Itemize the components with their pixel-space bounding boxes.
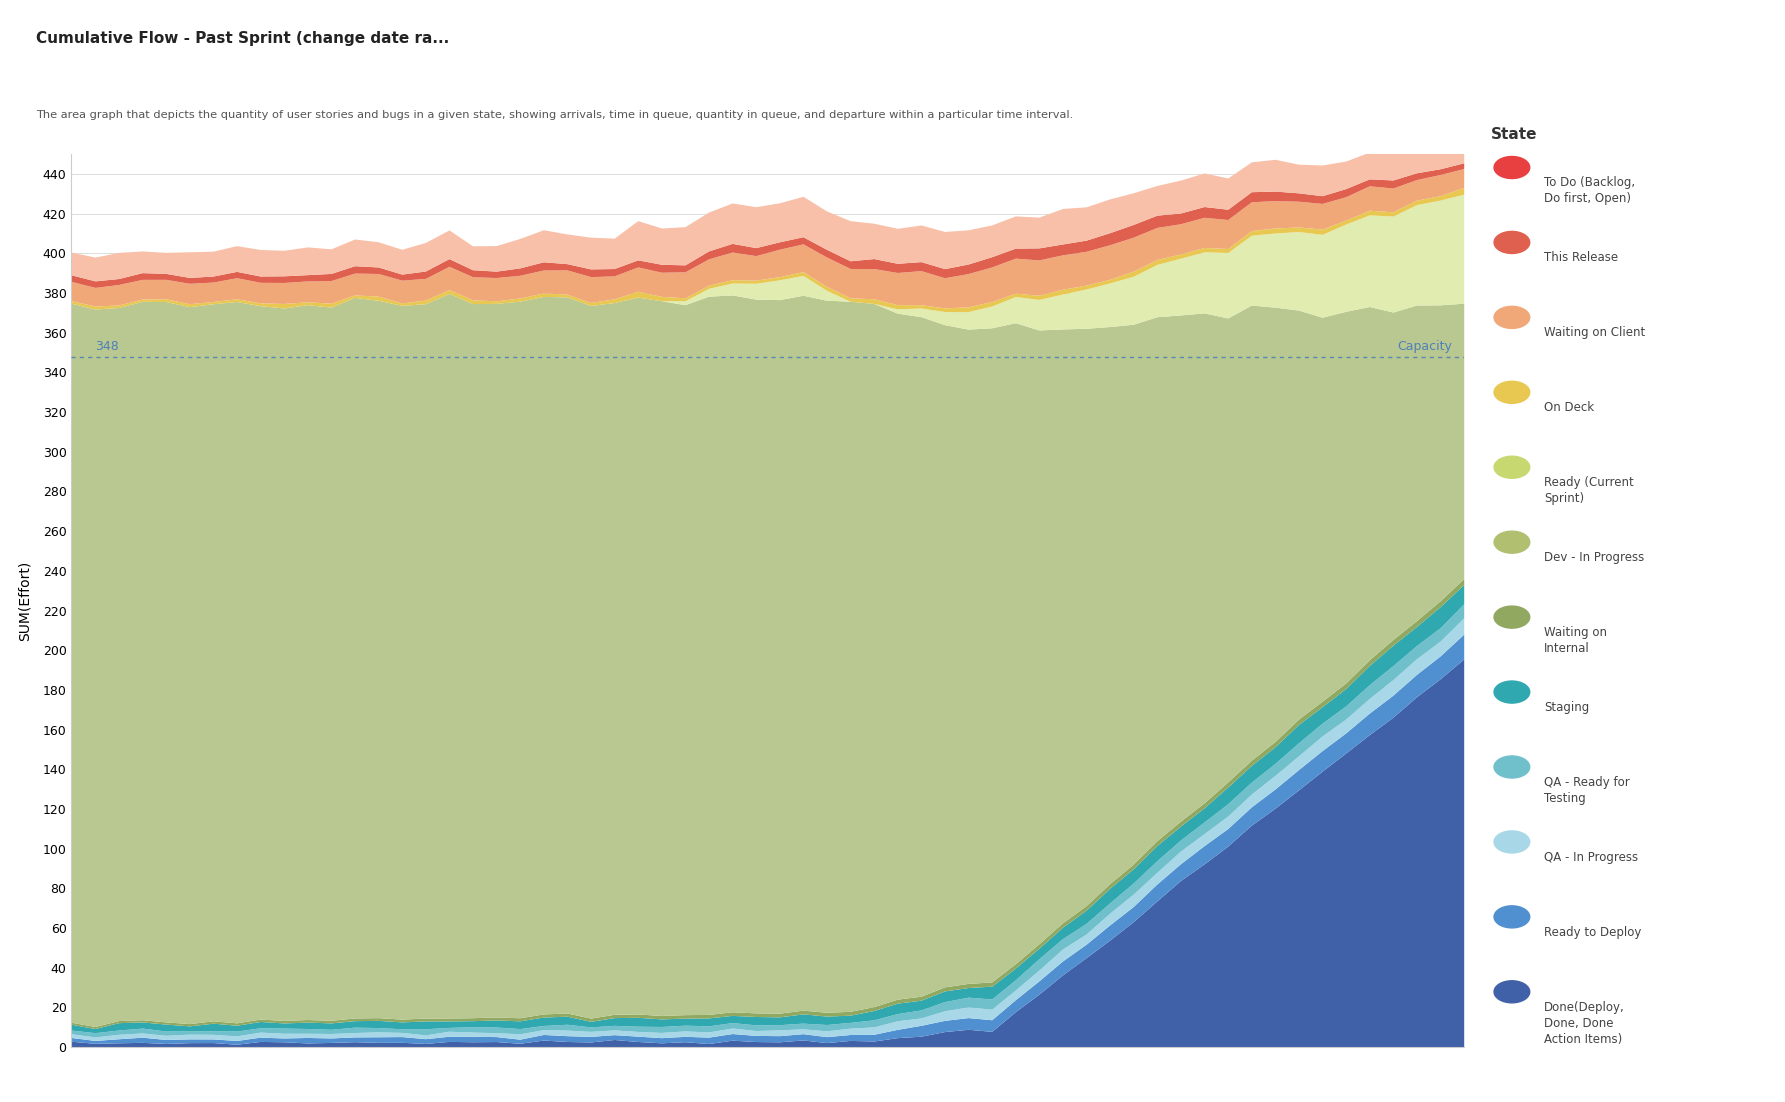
Y-axis label: SUM(Effort): SUM(Effort) <box>18 561 32 640</box>
Text: Ready (Current
Sprint): Ready (Current Sprint) <box>1544 476 1633 505</box>
Text: State: State <box>1490 127 1537 142</box>
Text: This Release: This Release <box>1544 251 1619 264</box>
Text: Cumulative Flow - Past Sprint (change date ra...: Cumulative Flow - Past Sprint (change da… <box>36 31 450 46</box>
Text: QA - Ready for
Testing: QA - Ready for Testing <box>1544 776 1630 804</box>
Text: QA - In Progress: QA - In Progress <box>1544 851 1639 864</box>
Text: Staging: Staging <box>1544 701 1589 714</box>
Text: To Do (Backlog,
Do first, Open): To Do (Backlog, Do first, Open) <box>1544 176 1635 205</box>
Text: Capacity: Capacity <box>1398 339 1451 353</box>
Text: Dev - In Progress: Dev - In Progress <box>1544 551 1644 564</box>
Text: Ready to Deploy: Ready to Deploy <box>1544 926 1642 939</box>
Text: On Deck: On Deck <box>1544 401 1594 414</box>
Text: Waiting on
Internal: Waiting on Internal <box>1544 626 1607 655</box>
Text: 348: 348 <box>95 339 120 353</box>
Text: Done(Deploy,
Done, Done
Action Items): Done(Deploy, Done, Done Action Items) <box>1544 1001 1624 1046</box>
Text: The area graph that depicts the quantity of user stories and bugs in a given sta: The area graph that depicts the quantity… <box>36 109 1073 120</box>
Text: Waiting on Client: Waiting on Client <box>1544 326 1646 339</box>
